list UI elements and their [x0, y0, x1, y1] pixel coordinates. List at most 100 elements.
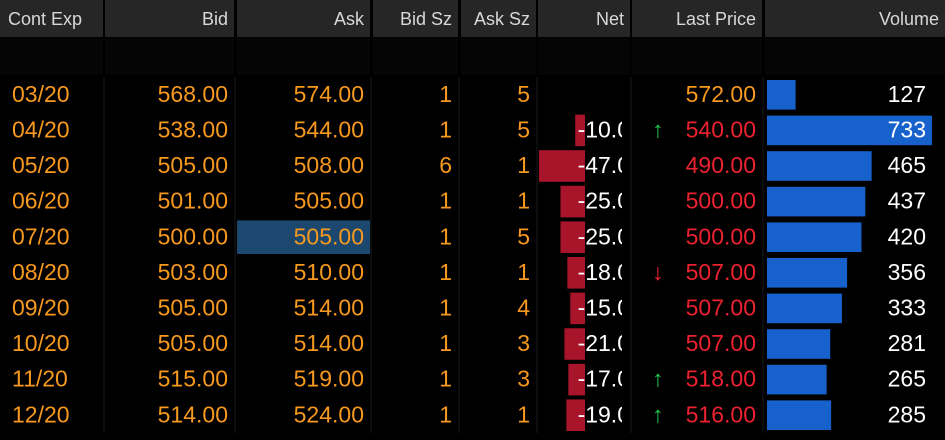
- cell: 3: [517, 366, 530, 392]
- header-cell: [373, 0, 458, 37]
- net-bar: [538, 150, 585, 182]
- trend-arrow: ↓: [652, 259, 664, 285]
- header-cell: [765, 0, 945, 37]
- cell: 505.00: [158, 152, 228, 178]
- volume-bar: [767, 80, 796, 110]
- volume-bar: [767, 151, 872, 181]
- net-value: -21.0: [578, 330, 630, 356]
- net-value: -15.0: [578, 294, 630, 320]
- volume-bar: [767, 329, 831, 359]
- net-value: -25.0: [578, 188, 630, 214]
- cell: 05/20: [12, 152, 70, 178]
- last-price: 507.00: [686, 294, 756, 320]
- header-label: Net: [596, 9, 624, 29]
- cell: 11/20: [12, 366, 68, 392]
- volume-bar: [767, 258, 848, 288]
- header-spacer: [461, 39, 536, 75]
- last-price: 518.00: [686, 366, 756, 392]
- header-spacer: [237, 39, 370, 75]
- header-cell: [538, 0, 630, 37]
- net-bar: [570, 292, 585, 325]
- cell: 500.00: [158, 223, 228, 249]
- cell: 505.00: [158, 330, 228, 356]
- last-price: 572.00: [686, 81, 756, 107]
- volume-bar: [767, 186, 866, 217]
- volume-bar: [767, 364, 827, 395]
- net-clip-group: -10.0 -47.0 -25.0 -25.0 -18.0 -15.0 -21.0 -17.0…: [538, 114, 630, 431]
- last-price: 500.00: [686, 223, 756, 249]
- cell: 1: [439, 223, 452, 249]
- cell: 1: [439, 116, 452, 142]
- cell: 505.00: [294, 188, 364, 214]
- last-price: 507.00: [686, 259, 756, 285]
- cell: 574.00: [294, 81, 364, 107]
- cell: 06/20: [12, 188, 70, 214]
- cell: 04/20: [12, 116, 70, 142]
- net-bar: [564, 328, 585, 360]
- last-price: 490.00: [686, 152, 756, 178]
- net-bar: [568, 363, 585, 396]
- last-price: 500.00: [686, 188, 756, 214]
- volume-value: 333: [888, 294, 926, 320]
- header-spacer: [105, 39, 234, 75]
- cell: 1: [439, 401, 452, 427]
- volume-bar: [767, 222, 862, 252]
- header-cell: [105, 0, 234, 37]
- header-spacer: [373, 39, 458, 75]
- cell: 510.00: [294, 259, 364, 285]
- cell: 1: [517, 188, 530, 214]
- volume-value: 437: [888, 188, 926, 214]
- volume-bar: [767, 400, 832, 430]
- cell: 08/20: [12, 259, 70, 285]
- cell: 503.00: [158, 259, 228, 285]
- cell: 5: [517, 223, 530, 249]
- cell: 5: [517, 81, 530, 107]
- header-cell: [0, 0, 103, 37]
- header-spacer: [765, 39, 945, 75]
- cell: 501.00: [158, 188, 228, 214]
- cell: 1: [439, 188, 452, 214]
- volume-value: 356: [888, 259, 926, 285]
- header-spacer: [0, 39, 103, 75]
- cell: 508.00: [294, 152, 364, 178]
- header-cell: [632, 0, 762, 37]
- header-spacer: [632, 39, 762, 75]
- net-value: -10.0: [578, 116, 630, 142]
- trend-arrow: ↑: [652, 401, 664, 427]
- selected-cell: [237, 220, 370, 254]
- cell: 514.00: [294, 330, 364, 356]
- cell: 514.00: [158, 401, 228, 427]
- cell: 1: [439, 294, 452, 320]
- volume-value: 420: [888, 223, 926, 249]
- cell: 505.00: [158, 294, 228, 320]
- header-label: Bid: [202, 9, 228, 29]
- volume-value: 265: [888, 366, 926, 392]
- cell: 515.00: [158, 366, 228, 392]
- cell: 1: [517, 401, 530, 427]
- trend-arrow: ↑: [652, 366, 664, 392]
- cell: 538.00: [158, 116, 228, 142]
- cell: 6: [439, 152, 452, 178]
- cell: 5: [517, 116, 530, 142]
- net-bar: [575, 114, 585, 147]
- cell: 4: [517, 294, 530, 320]
- cell: 03/20: [12, 81, 70, 107]
- cell: 07/20: [12, 223, 70, 249]
- header-cell: [461, 0, 536, 37]
- net-bar: [567, 257, 585, 289]
- cell: 505.00: [294, 223, 364, 249]
- header-label: Bid Sz: [400, 9, 452, 29]
- header-label: Ask Sz: [474, 9, 530, 29]
- header-label: Volume: [879, 9, 939, 29]
- header-cell: [237, 0, 370, 37]
- net-value: -17.0: [578, 366, 630, 392]
- net-bar: [560, 185, 585, 218]
- cell: 10/20: [12, 330, 70, 356]
- volume-bar: [767, 115, 932, 146]
- header-label: Cont Exp: [8, 9, 82, 29]
- net-value: -47.0: [578, 152, 630, 178]
- last-price: 507.00: [686, 330, 756, 356]
- volume-value: 127: [888, 81, 926, 107]
- cell: 1: [517, 152, 530, 178]
